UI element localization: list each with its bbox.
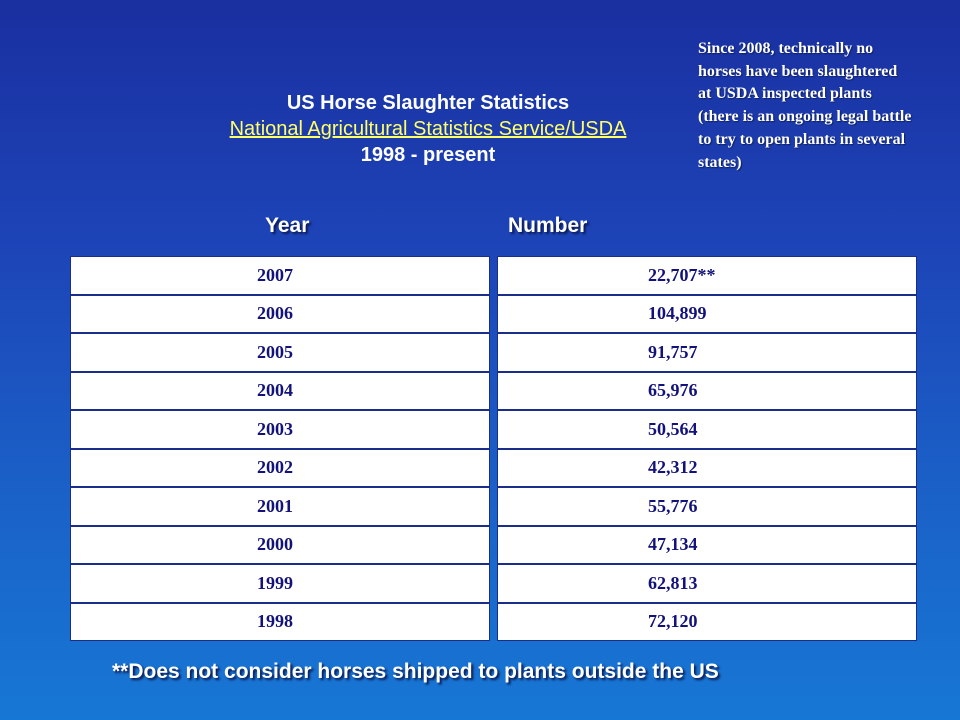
number-cell: 65,976 xyxy=(497,371,917,410)
year-cell: 1998 xyxy=(70,602,490,641)
year-cell: 2006 xyxy=(70,294,490,333)
number-column-header: Number xyxy=(508,214,588,237)
number-table: 22,707** 104,899 91,757 65,976 50,564 42… xyxy=(497,256,917,641)
year-cell: 2001 xyxy=(70,487,490,526)
year-table: 2007 2006 2005 2004 2003 2002 2001 2000 … xyxy=(70,256,490,641)
year-cell: 2000 xyxy=(70,525,490,564)
page-title: US Horse Slaughter Statistics xyxy=(286,92,570,114)
number-cell: 55,776 xyxy=(497,487,917,526)
title-block: US Horse Slaughter Statistics National A… xyxy=(180,90,676,168)
number-cell: 104,899 xyxy=(497,294,917,333)
year-cell: 2004 xyxy=(70,371,490,410)
number-cell: 42,312 xyxy=(497,448,917,487)
date-range: 1998 - present xyxy=(360,144,496,166)
number-cell: 22,707** xyxy=(497,256,917,295)
number-cell: 62,813 xyxy=(497,564,917,603)
year-cell: 2002 xyxy=(70,448,490,487)
year-cell: 1999 xyxy=(70,564,490,603)
source-link[interactable]: National Agricultural Statistics Service… xyxy=(229,118,627,140)
year-cell: 2003 xyxy=(70,410,490,449)
number-cell: 47,134 xyxy=(497,525,917,564)
number-cell: 72,120 xyxy=(497,602,917,641)
note-text: Since 2008, technically no horses have b… xyxy=(698,40,912,171)
year-cell: 2005 xyxy=(70,333,490,372)
year-cell: 2007 xyxy=(70,256,490,295)
footnote: **Does not consider horses shipped to pl… xyxy=(112,660,719,683)
year-column-header: Year xyxy=(265,214,310,237)
number-cell: 91,757 xyxy=(497,333,917,372)
number-cell: 50,564 xyxy=(497,410,917,449)
